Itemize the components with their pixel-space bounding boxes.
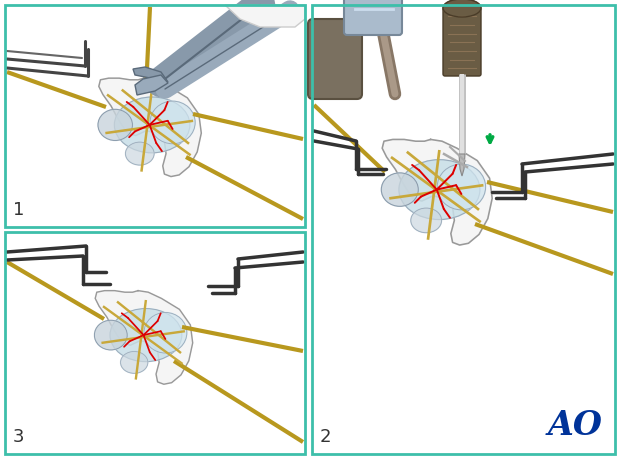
Polygon shape [135,75,168,95]
Ellipse shape [125,142,154,165]
Ellipse shape [381,173,419,206]
Text: 2: 2 [320,428,332,446]
Ellipse shape [120,352,148,373]
Polygon shape [225,5,305,27]
Ellipse shape [144,313,187,353]
Ellipse shape [437,164,485,210]
Ellipse shape [399,160,480,219]
Ellipse shape [443,0,481,17]
Ellipse shape [150,101,195,144]
Ellipse shape [94,320,127,350]
Bar [5,5,305,227]
Text: 3: 3 [13,428,25,446]
Polygon shape [133,67,168,82]
Ellipse shape [98,109,133,140]
Ellipse shape [411,208,441,233]
Polygon shape [459,154,465,176]
FancyBboxPatch shape [308,19,362,99]
FancyBboxPatch shape [344,0,402,35]
Bar [312,5,615,454]
Polygon shape [95,291,193,384]
Ellipse shape [114,97,190,153]
Bar [5,232,305,454]
Polygon shape [382,140,492,245]
Polygon shape [99,78,202,177]
Text: 1: 1 [13,201,24,219]
Ellipse shape [110,308,182,362]
FancyBboxPatch shape [443,8,481,76]
Text: AO: AO [548,409,603,442]
